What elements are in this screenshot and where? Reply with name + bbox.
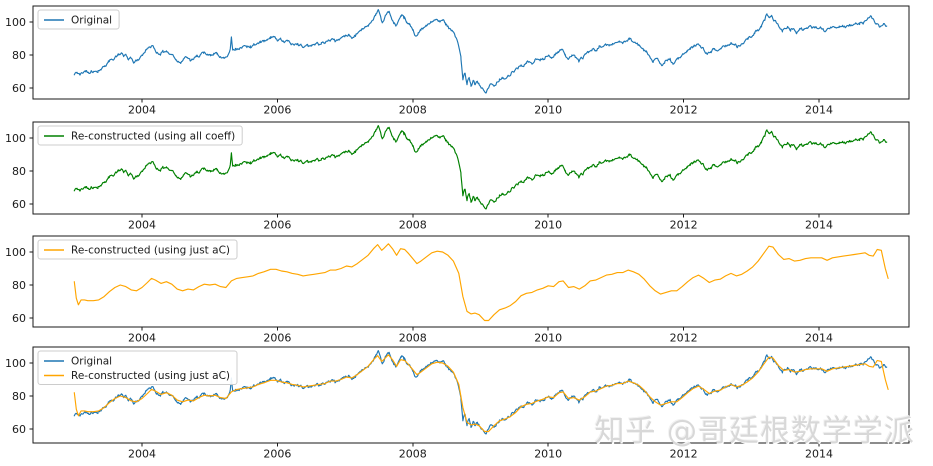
x-tick-label: 2014 xyxy=(805,332,833,345)
x-tick-label: 2012 xyxy=(670,448,698,461)
x-tick-label: 2014 xyxy=(805,219,833,232)
x-tick-label: 2008 xyxy=(399,104,427,117)
y-tick-label: 100 xyxy=(5,357,26,370)
legend-label-original: Original xyxy=(71,15,112,27)
series-line-recon_all xyxy=(73,125,888,210)
y-tick-label: 60 xyxy=(12,198,26,211)
legend: Re-constructed (using all coeff) xyxy=(37,125,243,146)
x-tick-label: 2012 xyxy=(670,104,698,117)
axes-frame xyxy=(32,5,910,100)
legend-box xyxy=(37,350,238,385)
legend: Original xyxy=(37,9,120,30)
subplot-original: 2004 2006 2008 2010 2012 2014 60 80 100 Original xyxy=(5,5,910,117)
x-tick-label: 2006 xyxy=(263,219,291,232)
series-line-recon_aC xyxy=(73,243,889,322)
subplot-reconstructed-all-coeff: 2004 2006 2008 2010 2012 2014 60 80 100 Re-constr… xyxy=(5,121,910,232)
legend-label-recon_aC: Re-constructed (using just aC) xyxy=(71,370,230,382)
x-tick-label: 2010 xyxy=(534,332,562,345)
x-tick-label: 2008 xyxy=(399,448,427,461)
legend: Original Re-constructed (using just aC) xyxy=(37,350,238,385)
x-tick-label: 2006 xyxy=(263,448,291,461)
x-tick-label: 2008 xyxy=(399,332,427,345)
subplot-reconstructed-just-aC: 2004 2006 2008 2010 2012 2014 60 80 100 Re-constr… xyxy=(5,235,910,345)
series-line-original xyxy=(73,350,888,435)
x-tick-label: 2006 xyxy=(263,332,291,345)
y-tick-label: 60 xyxy=(12,423,26,436)
legend: Re-constructed (using just aC) xyxy=(37,239,238,260)
axes-frame xyxy=(32,235,910,328)
y-tick-label: 100 xyxy=(5,132,26,145)
series-line-original xyxy=(73,9,888,94)
x-tick-label: 2012 xyxy=(670,219,698,232)
x-tick-label: 2010 xyxy=(534,104,562,117)
x-tick-label: 2014 xyxy=(805,448,833,461)
y-tick-label: 80 xyxy=(12,49,26,62)
x-tick-label: 2010 xyxy=(534,448,562,461)
series-line-recon_aC xyxy=(73,354,889,433)
legend-box xyxy=(37,239,238,260)
x-tick-label: 2004 xyxy=(128,219,156,232)
subplot-overlay-original-vs-aC: 2004 2006 2008 2010 2012 2014 60 80 100 Original R… xyxy=(5,346,910,461)
x-tick-label: 2006 xyxy=(263,104,291,117)
legend-label-recon_aC: Re-constructed (using just aC) xyxy=(71,245,230,257)
x-tick-label: 2008 xyxy=(399,219,427,232)
y-tick-label: 60 xyxy=(12,312,26,325)
x-tick-label: 2014 xyxy=(805,104,833,117)
y-tick-label: 80 xyxy=(12,165,26,178)
legend-label-original: Original xyxy=(71,356,112,368)
y-tick-label: 80 xyxy=(12,279,26,292)
x-tick-label: 2004 xyxy=(128,104,156,117)
y-tick-label: 80 xyxy=(12,390,26,403)
legend-box xyxy=(37,9,120,30)
axes-frame xyxy=(32,346,910,444)
y-tick-label: 100 xyxy=(5,16,26,29)
x-tick-label: 2010 xyxy=(534,219,562,232)
x-tick-label: 2012 xyxy=(670,332,698,345)
x-tick-label: 2004 xyxy=(128,448,156,461)
y-tick-label: 60 xyxy=(12,82,26,95)
x-tick-label: 2004 xyxy=(128,332,156,345)
axes-frame xyxy=(32,121,910,215)
legend-box xyxy=(37,125,243,146)
legend-label-recon_all: Re-constructed (using all coeff) xyxy=(71,131,235,143)
y-tick-label: 100 xyxy=(5,246,26,259)
